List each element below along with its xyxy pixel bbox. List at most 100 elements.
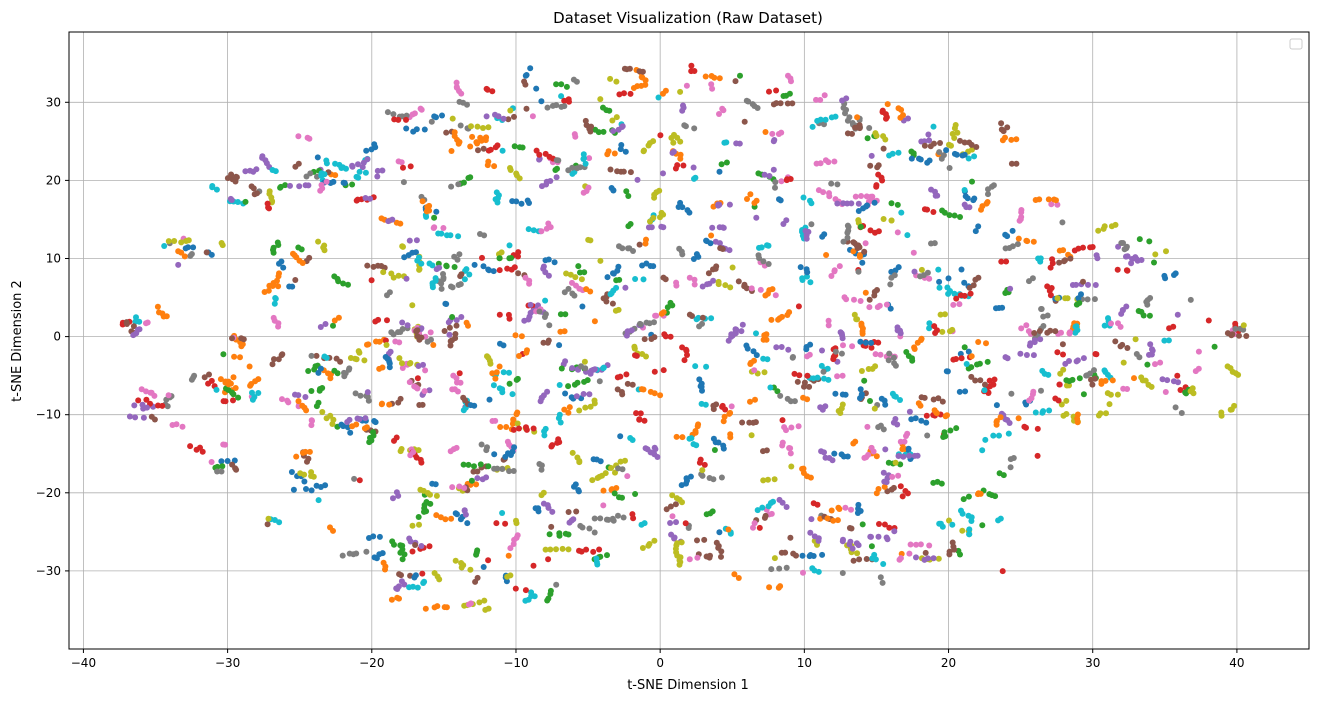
data-point	[891, 528, 898, 535]
data-point	[632, 352, 638, 359]
data-point	[641, 336, 648, 343]
data-point	[888, 217, 895, 224]
data-point	[264, 521, 271, 528]
data-point	[925, 131, 932, 138]
data-point	[375, 316, 382, 323]
data-point	[834, 181, 841, 188]
data-point	[513, 517, 519, 524]
data-point	[778, 178, 785, 185]
data-point	[868, 339, 875, 346]
data-point	[1109, 377, 1116, 384]
data-point	[838, 451, 845, 458]
data-point	[800, 194, 807, 201]
data-point	[582, 117, 589, 124]
data-point	[454, 388, 461, 395]
data-point	[664, 304, 671, 311]
data-point	[732, 78, 739, 85]
data-point	[873, 453, 880, 460]
data-point	[572, 274, 579, 281]
data-point	[839, 97, 846, 104]
data-point	[431, 113, 438, 120]
data-point	[979, 522, 986, 529]
data-point	[965, 512, 972, 519]
data-point	[594, 475, 601, 481]
data-point	[246, 363, 253, 370]
data-point	[506, 380, 513, 387]
data-point	[553, 581, 560, 588]
data-point	[523, 105, 530, 112]
data-point	[382, 337, 389, 344]
data-point	[188, 376, 195, 383]
data-point	[562, 358, 569, 365]
data-point	[500, 115, 507, 122]
data-point	[492, 144, 499, 151]
data-point	[995, 517, 1002, 524]
data-point	[347, 355, 354, 361]
data-point	[875, 424, 882, 431]
data-point	[1004, 124, 1011, 131]
data-point	[1024, 238, 1031, 245]
data-point	[972, 377, 979, 384]
data-point	[763, 331, 770, 338]
data-point	[622, 457, 628, 464]
data-point	[870, 448, 877, 455]
data-point	[485, 124, 492, 131]
data-point	[206, 371, 212, 378]
data-point	[951, 212, 958, 219]
data-point	[486, 396, 493, 403]
data-point	[1063, 377, 1070, 384]
data-point	[951, 290, 958, 297]
data-point	[686, 556, 693, 563]
data-point	[407, 360, 414, 366]
data-point	[831, 268, 838, 275]
data-point	[903, 433, 909, 439]
data-point	[718, 161, 725, 168]
data-point	[674, 162, 681, 169]
data-point	[746, 419, 753, 426]
data-point	[875, 228, 882, 235]
data-point	[786, 309, 793, 316]
data-point	[723, 159, 730, 166]
data-point	[1171, 272, 1177, 278]
data-point	[1085, 281, 1091, 288]
data-point	[819, 551, 826, 558]
data-point	[769, 130, 776, 137]
data-point	[972, 276, 979, 283]
data-point	[931, 140, 937, 147]
data-point	[1025, 328, 1032, 335]
data-point	[735, 278, 742, 285]
data-point	[365, 341, 372, 348]
data-point	[503, 424, 510, 430]
data-point	[622, 284, 629, 291]
data-point	[611, 490, 618, 497]
data-point	[1006, 420, 1013, 426]
data-point	[691, 276, 698, 283]
data-point	[1017, 350, 1024, 357]
data-point	[839, 372, 846, 379]
data-point	[362, 195, 369, 201]
data-point	[633, 410, 640, 417]
data-point	[398, 159, 405, 166]
data-point	[474, 547, 481, 554]
data-point	[655, 94, 662, 101]
data-point	[614, 374, 621, 381]
data-point	[674, 540, 681, 547]
data-point	[651, 537, 658, 544]
data-point	[411, 110, 418, 117]
data-point	[545, 337, 552, 344]
data-point	[1037, 258, 1044, 265]
data-point	[412, 572, 419, 579]
data-point	[854, 550, 861, 557]
data-point	[171, 238, 178, 244]
data-point	[575, 263, 582, 270]
data-point	[1163, 248, 1169, 255]
data-point	[349, 181, 356, 188]
data-point	[858, 368, 865, 374]
data-point	[544, 104, 551, 111]
data-point	[961, 187, 968, 193]
data-point	[513, 198, 520, 205]
data-point	[1166, 325, 1173, 332]
data-point	[801, 383, 807, 390]
data-point	[897, 461, 904, 468]
data-point	[683, 82, 690, 89]
